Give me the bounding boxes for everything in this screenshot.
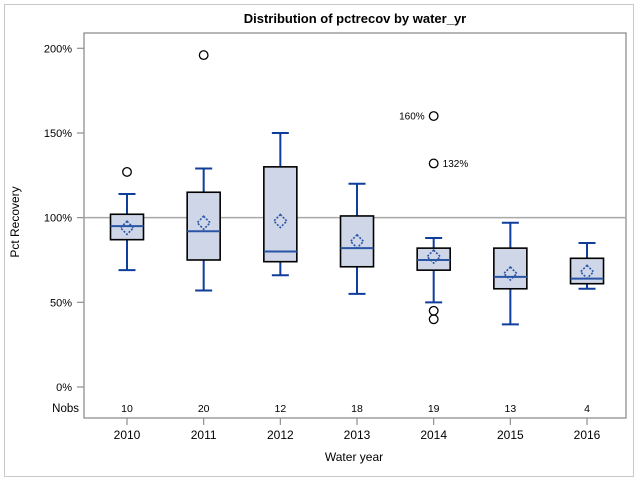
outlier-point [428,158,439,169]
nobs-value: 4 [584,403,590,415]
x-tick-label: 2011 [191,428,217,442]
box-iqr [339,215,375,268]
mean-diamond [349,233,365,249]
box-iqr [569,257,605,285]
box-iqr [186,191,221,261]
chart-title: Distribution of pctrecov by water_yr [244,11,467,26]
mean-diamond [196,215,212,231]
nobs-value: 12 [274,403,286,415]
mean-diamond [119,220,135,236]
y-tick-label: 200% [44,43,72,55]
nobs-value: 18 [351,403,363,415]
outlier-point [122,166,132,177]
nobs-value: 19 [428,403,440,415]
nobs-value: 20 [198,403,210,415]
x-tick-label: 2013 [344,428,371,442]
x-tick-label: 2014 [420,428,447,442]
plot-frame [83,32,627,419]
page-border [4,4,634,477]
nobs-row-label: Nobs [52,403,79,415]
x-tick-label: 2015 [497,428,524,442]
mean-diamond [502,265,518,282]
outlier-label: 132% [443,159,469,170]
y-tick-label: 150% [44,128,72,140]
outlier-point [198,50,209,61]
y-tick-label: 50% [50,297,72,309]
x-axis-title: Water year [325,450,383,464]
outlier-label: 160% [399,112,425,123]
mean-diamond [272,213,288,229]
plot-area: 0% 50% 100% 150% 200% 10 2010 20 2011 12 2012 18 201… [44,32,627,442]
y-tick-label: 100% [44,213,72,225]
x-tick-label: 2016 [574,428,601,442]
x-tick-label: 2010 [114,428,141,442]
x-tick-label: 2012 [267,428,294,442]
nobs-value: 13 [505,403,517,415]
mean-diamond [426,248,442,265]
nobs-value: 10 [121,403,133,415]
y-axis-title: Pct Recovery [8,186,22,257]
outlier-point [428,314,439,325]
outlier-point [428,305,439,316]
box-iqr [493,247,528,290]
outlier-point [428,111,439,121]
y-tick-label: 0% [56,382,72,394]
mean-diamond [579,264,595,280]
